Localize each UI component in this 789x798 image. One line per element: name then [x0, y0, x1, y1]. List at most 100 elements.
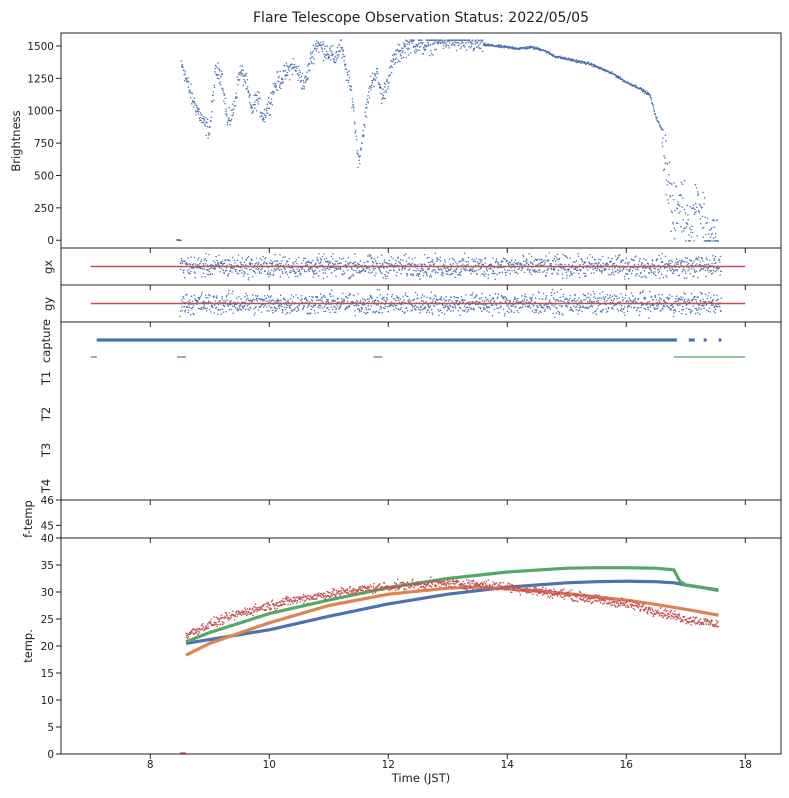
- gy-point: [455, 299, 457, 302]
- gy-point: [628, 297, 630, 299]
- gx-point: [499, 271, 501, 274]
- gy-point: [461, 298, 464, 300]
- brightness-point: [630, 83, 633, 85]
- brightness-point: [243, 78, 245, 81]
- gy-point: [425, 301, 427, 303]
- gx-point: [244, 267, 246, 269]
- gx-point: [259, 257, 261, 260]
- gx-point: [318, 270, 321, 272]
- brightness-point: [642, 88, 645, 91]
- temp-point-red: [270, 608, 273, 610]
- gx-point: [673, 269, 675, 272]
- gx-point: [610, 272, 613, 274]
- brightness-point: [680, 194, 682, 197]
- gy-point: [289, 307, 292, 309]
- gy-point: [435, 295, 437, 298]
- brightness-point: [650, 97, 652, 99]
- gy-point: [537, 306, 539, 308]
- gx-point: [273, 260, 276, 262]
- temp-point-red: [331, 594, 334, 597]
- brightness-point: [462, 41, 464, 44]
- gy-point: [244, 308, 247, 311]
- temp-point-red: [273, 605, 276, 607]
- gy-point: [241, 305, 244, 308]
- brightness-point: [230, 119, 232, 122]
- brightness-point: [223, 100, 225, 102]
- brightness-point: [691, 232, 694, 234]
- brightness-point: [190, 83, 192, 85]
- gy-point: [233, 305, 236, 308]
- brightness-point: [212, 94, 214, 97]
- brightness-point: [357, 166, 359, 169]
- gx-point: [279, 276, 282, 278]
- temp-point-red: [207, 627, 210, 630]
- brightness-point: [408, 43, 411, 45]
- gx-point: [334, 263, 337, 265]
- brightness-point: [335, 52, 337, 54]
- gx-point: [506, 271, 508, 273]
- gy-point: [654, 294, 656, 297]
- brightness-point: [453, 41, 455, 44]
- gx-point: [421, 263, 423, 265]
- brightness-point: [370, 86, 373, 89]
- gy-point: [620, 293, 622, 295]
- gy-point: [555, 306, 557, 309]
- brightness-point: [417, 42, 420, 44]
- gx-point: [580, 258, 583, 261]
- brightness-point: [274, 84, 276, 87]
- gy-point: [257, 294, 259, 297]
- brightness-point: [436, 39, 439, 41]
- gx-point: [209, 267, 211, 270]
- brightness-point: [664, 134, 667, 136]
- gx-point: [258, 267, 260, 270]
- brightness-point: [217, 73, 220, 76]
- gy-point: [484, 304, 486, 306]
- gx-point: [298, 270, 301, 272]
- brightness-point: [183, 69, 185, 71]
- gy-point: [431, 312, 433, 314]
- gy-point: [481, 292, 483, 295]
- gx-point: [504, 271, 507, 274]
- brightness-y-tick-label-750: 750: [34, 138, 54, 150]
- gx-point: [687, 269, 689, 272]
- gy-point: [709, 311, 711, 313]
- temp-point-red: [316, 595, 319, 598]
- gy-point: [624, 294, 627, 296]
- gy-point: [212, 306, 214, 308]
- gx-point: [194, 263, 197, 265]
- brightness-point: [445, 46, 447, 48]
- gy-point: [483, 300, 486, 303]
- gx-point: [496, 267, 499, 269]
- brightness-point: [202, 117, 205, 120]
- brightness-point: [283, 69, 285, 72]
- gy-point: [398, 308, 400, 311]
- brightness-point: [326, 45, 329, 47]
- brightness-point: [666, 162, 668, 164]
- gy-point: [561, 314, 564, 316]
- gx-point: [294, 260, 296, 263]
- brightness-point: [224, 113, 227, 115]
- gx-point: [408, 256, 410, 259]
- brightness-point: [337, 56, 339, 58]
- brightness-point: [260, 112, 263, 114]
- brightness-point: [256, 98, 259, 101]
- brightness-point: [305, 78, 308, 81]
- temp-point-red: [328, 595, 330, 598]
- gy-point: [492, 297, 495, 300]
- gx-point: [248, 263, 251, 265]
- gx-point: [249, 262, 252, 265]
- gy-point: [569, 306, 572, 309]
- gx-point: [319, 264, 321, 266]
- gx-point: [258, 272, 261, 274]
- gy-point: [472, 301, 475, 303]
- gy-point: [568, 299, 570, 302]
- brightness-point: [323, 56, 326, 58]
- gy-point: [579, 304, 581, 307]
- gx-point: [293, 263, 295, 265]
- gy-point: [455, 296, 458, 299]
- gx-point: [576, 269, 579, 272]
- brightness-point: [413, 39, 415, 41]
- gy-point: [464, 309, 467, 311]
- gx-point: [517, 261, 520, 264]
- gy-point: [638, 314, 641, 316]
